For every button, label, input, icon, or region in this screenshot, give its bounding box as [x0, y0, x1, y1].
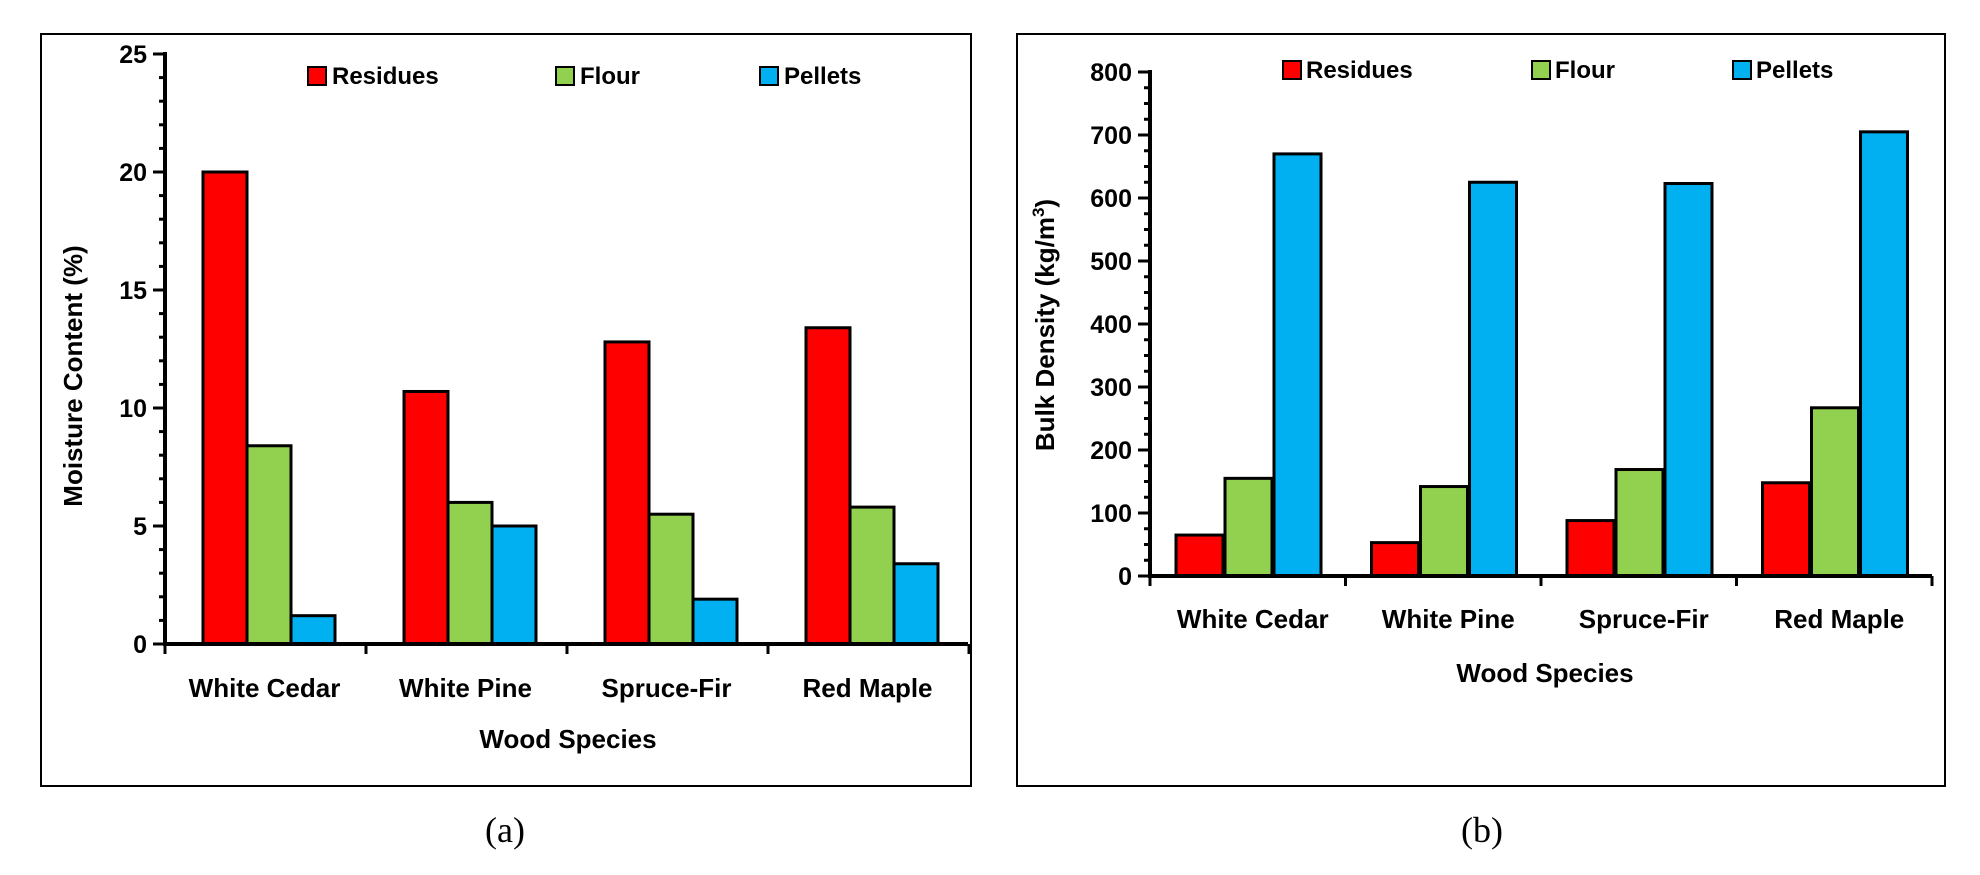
bar-pellets-red-maple — [1859, 130, 1909, 578]
legend-swatch-flour — [555, 66, 575, 86]
bar-flour-white-cedar — [1223, 476, 1274, 578]
legend-swatch-flour — [1531, 60, 1551, 80]
bar-residues-spruce-fir — [603, 340, 651, 646]
y-tick-label: 500 — [1090, 248, 1132, 276]
legend-label-pellets: Pellets — [784, 63, 861, 90]
bar-residues-spruce-fir — [1565, 519, 1616, 578]
legend-label-residues: Residues — [1306, 57, 1413, 84]
panel-a-caption: (a) — [485, 810, 525, 850]
y-tick-label: 600 — [1090, 185, 1132, 213]
y-tick-label: 200 — [1090, 437, 1132, 465]
bar-flour-red-maple — [848, 505, 896, 646]
bar-flour-white-pine — [1419, 485, 1469, 578]
panel-b-legend: Residues Flour Pellets — [1282, 57, 1833, 84]
bar-flour-spruce-fir — [1614, 468, 1665, 578]
panel-a-moisture-chart: 0 5 10 15 20 25 White Cedar White Pine Spruce-F… — [40, 33, 972, 850]
y-tick-label: 15 — [119, 277, 147, 305]
panel-a-y-axis-title: Moisture Content (%) — [58, 245, 88, 506]
bar-pellets-white-cedar — [1272, 152, 1323, 578]
bar-flour-spruce-fir — [647, 512, 695, 646]
y-tick-label: 800 — [1090, 59, 1132, 87]
legend-swatch-residues — [307, 66, 327, 86]
category-label-spruce-fir: Spruce-Fir — [1579, 604, 1709, 634]
y-tick-label: 5 — [133, 513, 147, 541]
panel-a-bars — [201, 170, 940, 646]
legend-label-pellets: Pellets — [1756, 57, 1833, 84]
y-tick-label: 25 — [119, 41, 147, 69]
legend-label-flour: Flour — [1555, 57, 1615, 84]
panel-b-category-labels: White Cedar White Pine Spruce-Fir Red Maple — [1177, 604, 1904, 634]
panel-a-legend: Residues Flour Pellets — [307, 63, 861, 90]
panel-b-y-axis-title-close: ) — [1030, 199, 1060, 208]
panel-a-axes — [153, 52, 971, 654]
category-label-white-cedar: White Cedar — [1177, 604, 1329, 634]
bar-flour-red-maple — [1810, 406, 1860, 578]
bar-flour-white-pine — [446, 500, 494, 646]
category-label-spruce-fir: Spruce-Fir — [601, 673, 731, 703]
panel-b-y-axis-title: Bulk Density (kg/m3) — [1029, 199, 1060, 451]
category-label-red-maple: Red Maple — [802, 673, 932, 703]
bar-pellets-spruce-fir — [1663, 182, 1714, 578]
bar-residues-red-maple — [804, 326, 852, 646]
legend-label-residues: Residues — [332, 63, 439, 90]
y-tick-label: 0 — [133, 631, 147, 659]
legend-label-flour: Flour — [580, 63, 640, 90]
legend-swatch-pellets — [759, 66, 779, 86]
legend-swatch-pellets — [1732, 60, 1752, 80]
bar-pellets-white-pine — [1468, 180, 1518, 578]
panel-b-x-axis-title: Wood Species — [1456, 658, 1633, 688]
panel-a-x-axis-title: Wood Species — [479, 724, 656, 754]
panel-b-y-axis-title-main: Bulk Density (kg/m — [1030, 217, 1060, 451]
y-tick-label: 400 — [1090, 311, 1132, 339]
bar-residues-white-cedar — [1174, 533, 1225, 578]
bar-pellets-spruce-fir — [691, 597, 739, 646]
y-tick-label: 20 — [119, 159, 147, 187]
bar-pellets-red-maple — [892, 562, 940, 646]
bar-pellets-white-cedar — [289, 614, 337, 646]
category-label-red-maple: Red Maple — [1774, 604, 1904, 634]
panel-a-y-tick-labels: 0 5 10 15 20 25 — [119, 41, 147, 659]
y-tick-label: 300 — [1090, 374, 1132, 402]
bar-residues-white-pine — [1370, 541, 1420, 578]
y-tick-label: 10 — [119, 395, 147, 423]
panel-b-caption: (b) — [1461, 810, 1503, 850]
category-label-white-pine: White Pine — [399, 673, 532, 703]
category-label-white-pine: White Pine — [1382, 604, 1515, 634]
bar-residues-red-maple — [1761, 481, 1811, 578]
panel-b-bars — [1174, 130, 1909, 578]
category-label-white-cedar: White Cedar — [189, 673, 341, 703]
legend-swatch-residues — [1282, 60, 1302, 80]
y-tick-label: 100 — [1090, 500, 1132, 528]
y-tick-label: 700 — [1090, 122, 1132, 150]
panel-b-y-axis-title-superscript: 3 — [1029, 208, 1048, 217]
bar-flour-white-cedar — [245, 444, 293, 646]
bar-residues-white-pine — [402, 389, 450, 646]
bar-pellets-white-pine — [490, 524, 538, 646]
panel-a-category-labels: White Cedar White Pine Spruce-Fir Red Maple — [189, 673, 933, 703]
panel-b-y-tick-labels: 0 100 200 300 400 500 600 700 800 — [1090, 59, 1132, 591]
y-tick-label: 0 — [1118, 563, 1132, 591]
panel-b-axes — [1138, 70, 1934, 586]
bar-residues-white-cedar — [201, 170, 249, 646]
